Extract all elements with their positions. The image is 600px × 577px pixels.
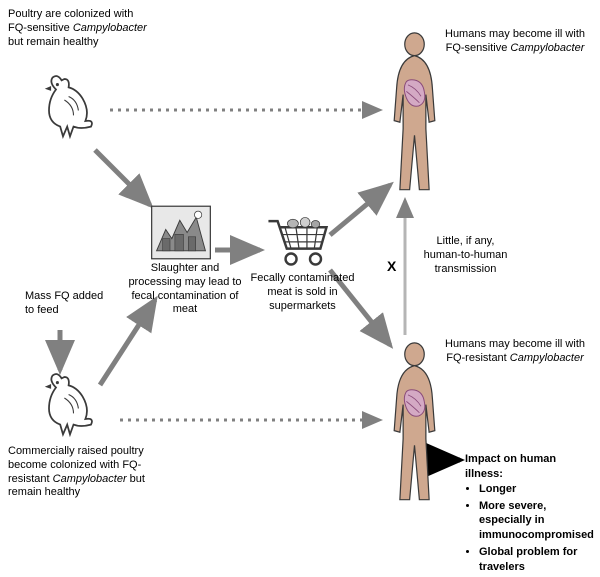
caption-mass-fq: Mass FQ added to feed bbox=[25, 290, 105, 318]
caption-human-sensitive: Humans may become ill with FQ-sensitive … bbox=[440, 28, 590, 56]
caption-human-resistant: Humans may become ill with FQ-resistant … bbox=[440, 338, 590, 366]
human-top-icon bbox=[382, 30, 447, 195]
impact-item: Global problem for travelers bbox=[479, 545, 595, 575]
caption-slaughter: Slaughter and processing may lead to fec… bbox=[125, 262, 245, 317]
chicken-top-icon bbox=[35, 72, 105, 142]
impact-item: More severe, especially in immunocomprom… bbox=[479, 499, 595, 544]
txt-tail: but remain healthy bbox=[8, 36, 99, 48]
txt-em: Campylobacter bbox=[53, 473, 127, 485]
impact-title: Impact on human illness: bbox=[465, 452, 595, 482]
txt-em: Campylobacter bbox=[510, 352, 584, 364]
caption-poultry-sensitive: Poultry are colonized with FQ-sensitive … bbox=[8, 8, 148, 49]
slaughter-icon bbox=[150, 205, 212, 260]
caption-supermarket: Fecally contaminated meat is sold in sup… bbox=[250, 272, 355, 313]
caption-h2h: Little, if any, human-to-human transmiss… bbox=[418, 235, 513, 276]
impact-item: Longer bbox=[479, 482, 595, 497]
txt-em: Campylobacter bbox=[510, 42, 584, 54]
x-mark: X bbox=[387, 258, 396, 274]
human-bottom-icon bbox=[382, 340, 447, 505]
chicken-bottom-icon bbox=[35, 370, 105, 440]
txt-em: Campylobacter bbox=[73, 22, 147, 34]
impact-list: Longer More severe, especially in immuno… bbox=[465, 482, 595, 575]
caption-poultry-resistant: Commercially raised poultry become colon… bbox=[8, 445, 148, 500]
cart-icon bbox=[265, 215, 333, 270]
impact-block: Impact on human illness: Longer More sev… bbox=[465, 452, 595, 577]
